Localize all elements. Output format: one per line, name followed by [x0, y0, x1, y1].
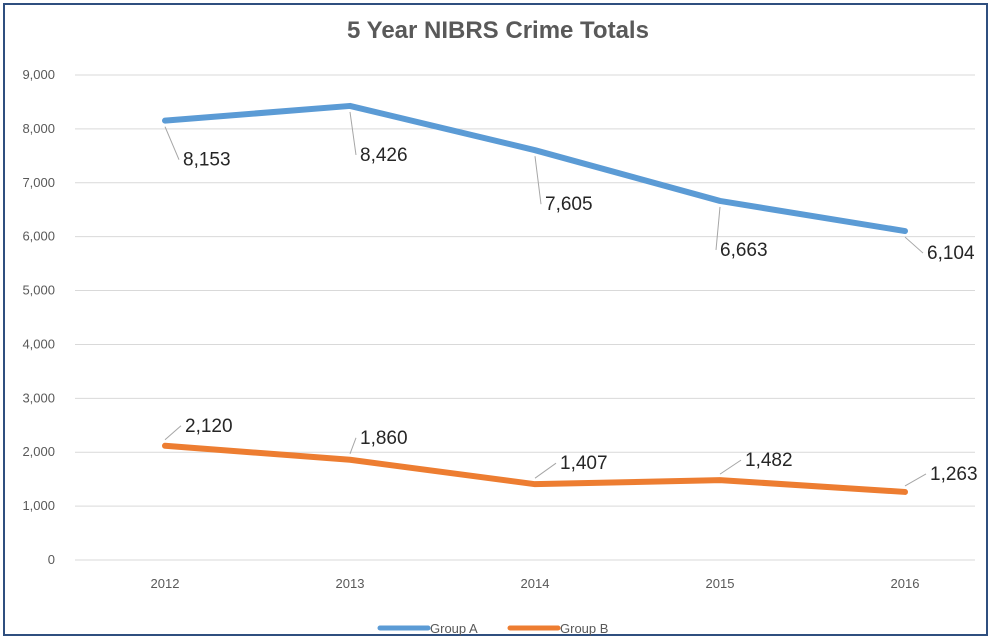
y-tick-label: 8,000 [22, 121, 55, 136]
leader-line [164, 126, 180, 160]
data-point [903, 229, 907, 234]
data-point [903, 489, 907, 494]
y-tick-label: 1,000 [22, 498, 55, 513]
axes: 0 1,000 2,000 3,000 4,000 5,000 6,000 7,000 8,00… [22, 67, 919, 591]
legend-label: Group A [430, 621, 478, 636]
data-label: 1,482 [745, 450, 793, 471]
x-tick-label: 2012 [151, 576, 180, 591]
data-point [718, 478, 722, 483]
leader-line [715, 206, 721, 250]
y-tick-label: 6,000 [22, 229, 55, 244]
data-point [163, 118, 167, 123]
data-label: 1,407 [560, 453, 608, 474]
legend-label: Group B [560, 621, 608, 636]
data-labels: 8,153 8,426 7,605 6,663 6,104 2,120 1,860 1,407… [164, 111, 978, 487]
y-tick-label: 7,000 [22, 175, 55, 190]
data-label: 6,104 [927, 243, 975, 264]
leader-line [904, 473, 927, 487]
x-tick-label: 2014 [521, 576, 550, 591]
data-label: 1,860 [360, 428, 408, 449]
data-label: 1,263 [930, 464, 978, 485]
data-label: 7,605 [545, 194, 593, 215]
y-tick-label: 5,000 [22, 283, 55, 298]
chart-frame [3, 3, 988, 636]
y-tick-label: 2,000 [22, 444, 55, 459]
data-label: 8,153 [183, 150, 231, 171]
series-line-group-a [162, 102, 908, 235]
chart-title: 5 Year NIBRS Crime Totals [347, 17, 649, 44]
leader-line [349, 437, 357, 454]
series-lines [162, 102, 908, 495]
gridlines [75, 74, 975, 561]
x-tick-label: 2016 [891, 576, 920, 591]
data-label: 6,663 [720, 240, 768, 261]
leader-line [349, 111, 357, 156]
leader-line [534, 156, 542, 205]
y-tick-label: 0 [48, 552, 55, 567]
legend: Group A Group B [377, 621, 608, 636]
x-tick-label: 2013 [336, 576, 365, 591]
data-point [533, 148, 537, 153]
x-tick-label: 2015 [706, 576, 735, 591]
data-label: 8,426 [360, 145, 408, 166]
y-tick-label: 4,000 [22, 336, 55, 351]
leader-line [534, 462, 557, 479]
leader-line [904, 236, 924, 254]
data-point [348, 103, 352, 108]
data-point [533, 482, 537, 487]
data-point [718, 198, 722, 203]
leader-line [164, 425, 182, 441]
data-point [348, 457, 352, 462]
y-tick-label: 3,000 [22, 390, 55, 405]
data-label: 2,120 [185, 416, 233, 437]
y-tick-label: 9,000 [22, 67, 55, 82]
data-point [163, 443, 167, 448]
leader-line [719, 459, 742, 475]
